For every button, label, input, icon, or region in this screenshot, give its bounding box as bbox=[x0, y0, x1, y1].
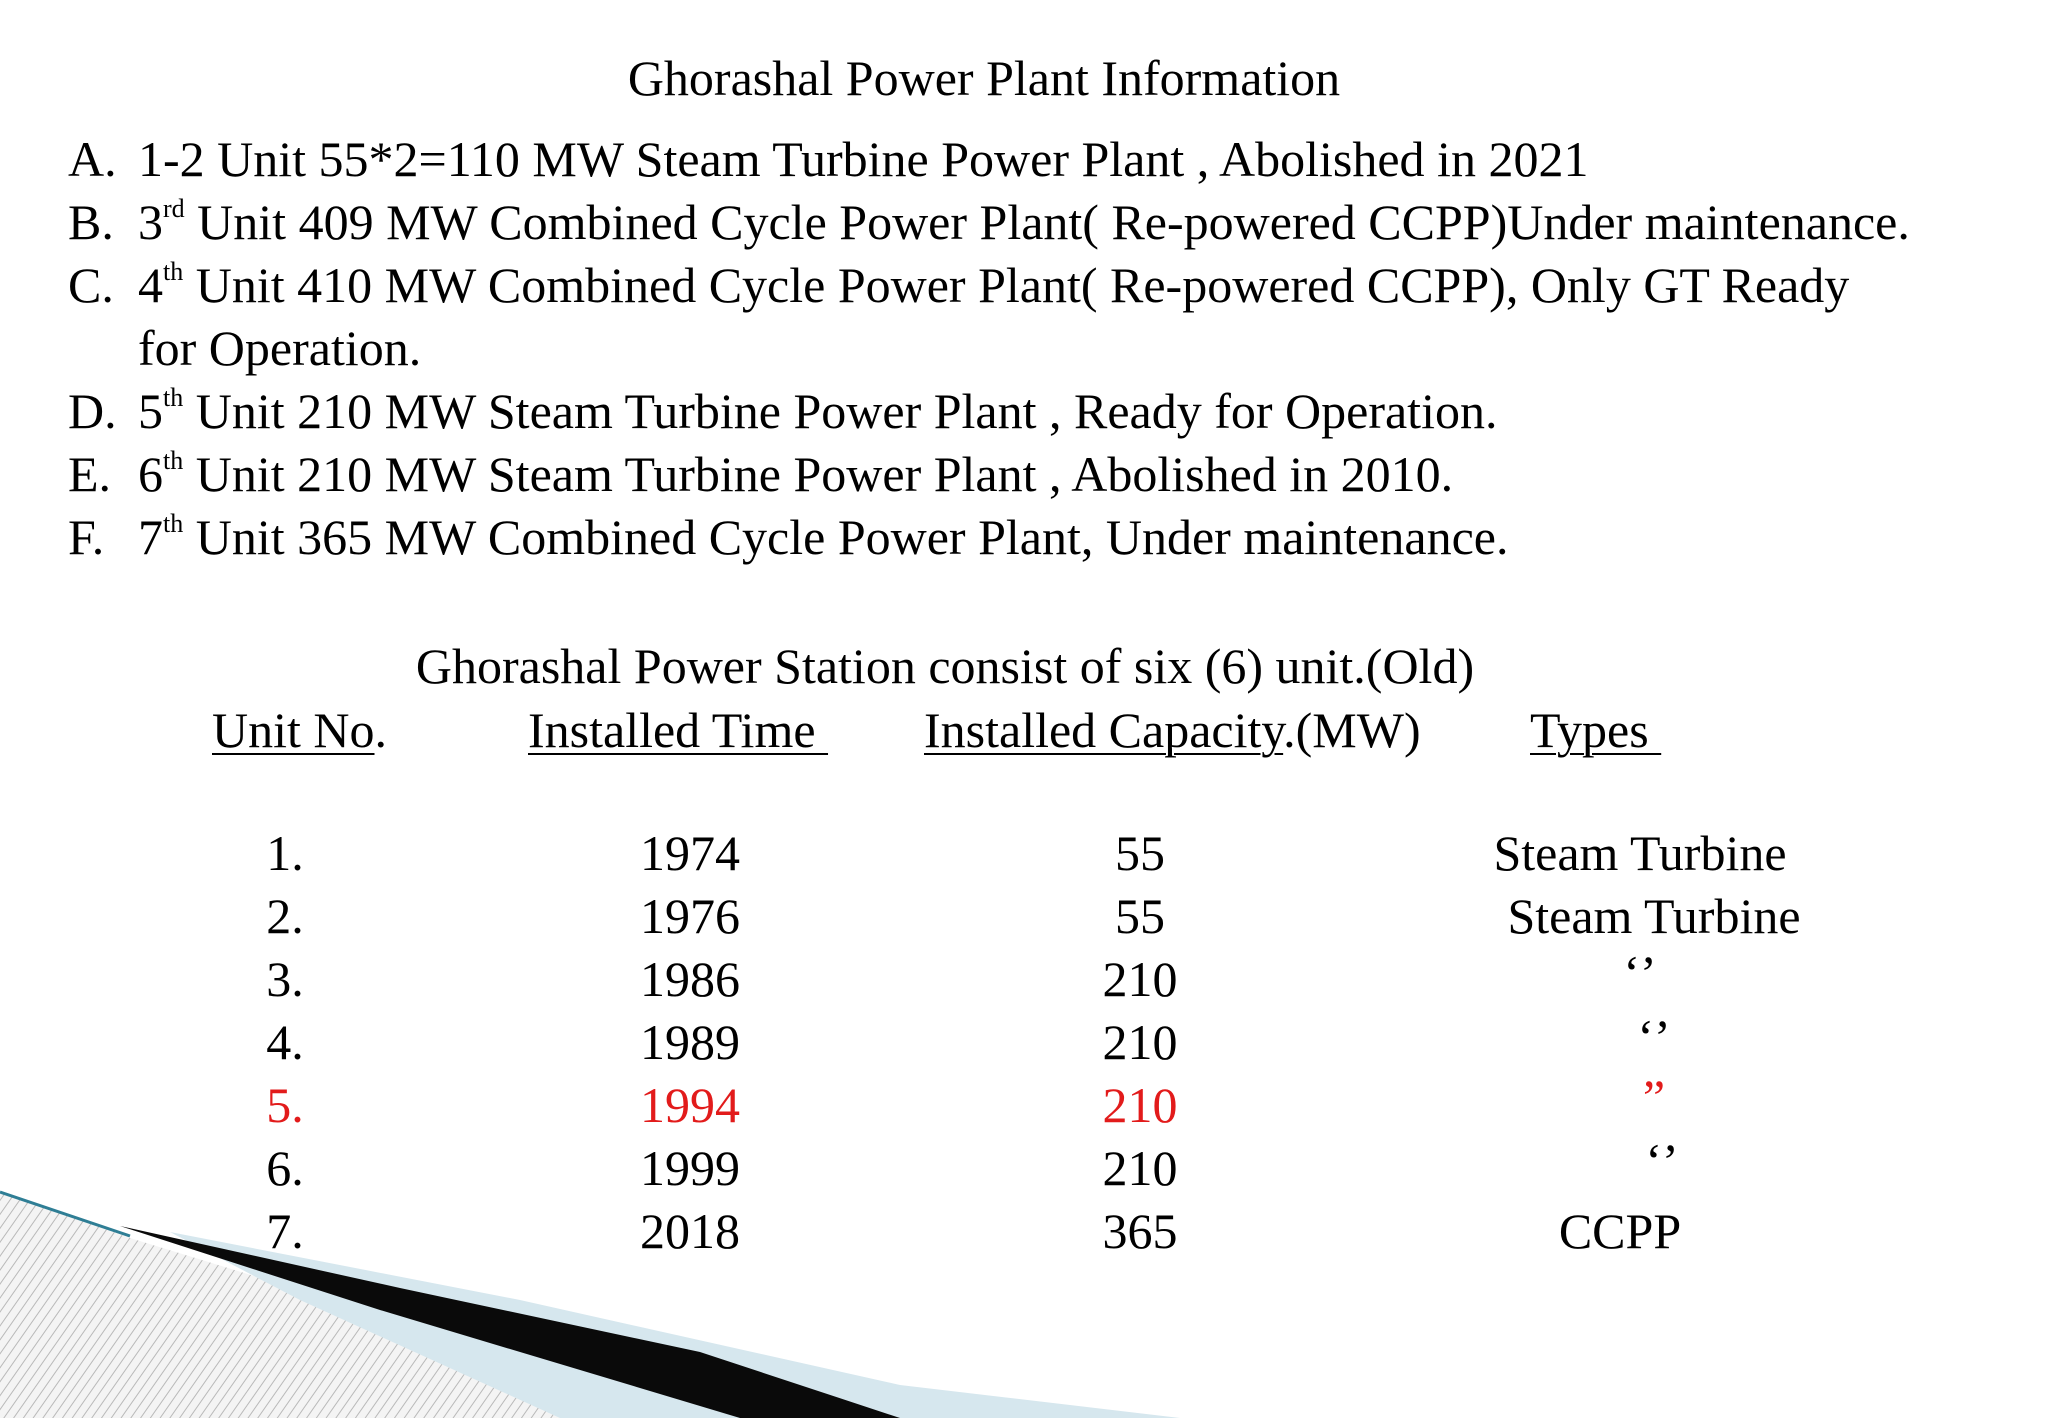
cell-type: ‘’ bbox=[1645, 1133, 1679, 1189]
header-installed-capacity-label: Installed Capacity bbox=[924, 702, 1284, 758]
ordinal-suffix: rd bbox=[163, 194, 185, 224]
list-item-text: Unit 410 MW Combined Cycle Power Plant( … bbox=[138, 257, 1850, 376]
cell-capacity: 55 bbox=[1115, 888, 1165, 944]
list-item-number: 7 bbox=[138, 509, 163, 565]
cell-unit: 4. bbox=[266, 1014, 304, 1070]
header-installed-capacity-suffix: .(MW) bbox=[1283, 702, 1421, 758]
cell-year: 1986 bbox=[640, 951, 740, 1007]
cell-unit: 2. bbox=[266, 888, 304, 944]
cell-capacity: 210 bbox=[1102, 1014, 1178, 1070]
cell-capacity: 365 bbox=[1102, 1203, 1178, 1259]
ordinal-suffix: th bbox=[163, 446, 184, 476]
list-marker: A. bbox=[68, 131, 117, 187]
cell-type: ‘’ bbox=[1623, 945, 1657, 1001]
list-item-number: 6 bbox=[138, 446, 163, 502]
ordinal-suffix: th bbox=[163, 383, 184, 413]
cell-type: ‘’ bbox=[1637, 1009, 1671, 1065]
cell-year: 1994 bbox=[640, 1077, 740, 1133]
cell-capacity: 210 bbox=[1102, 951, 1178, 1007]
list-item-number: 4 bbox=[138, 257, 163, 313]
header-installed-time: Installed Time bbox=[528, 700, 828, 760]
list-item-text: 1-2 Unit 55*2=110 MW Steam Turbine Power… bbox=[138, 131, 1589, 187]
list-marker: E. bbox=[68, 446, 112, 502]
list-item-text: Unit 210 MW Steam Turbine Power Plant , … bbox=[183, 446, 1454, 502]
list-item-b: B. 3rd Unit 409 MW Combined Cycle Power P… bbox=[68, 191, 1918, 254]
header-types: Types bbox=[1530, 700, 1661, 760]
table-caption: Ghorashal Power Station consist of six (… bbox=[415, 638, 1475, 694]
cell-capacity: 55 bbox=[1115, 825, 1165, 881]
list-item-number: 3 bbox=[138, 194, 163, 250]
list-item-number: 5 bbox=[138, 383, 163, 439]
cell-type: Steam Turbine bbox=[1507, 888, 1801, 944]
list-item-text: Unit 210 MW Steam Turbine Power Plant , … bbox=[183, 383, 1498, 439]
teal-edge-line bbox=[0, 1190, 131, 1238]
ordinal-suffix: th bbox=[163, 509, 184, 539]
header-types-label: Types bbox=[1530, 702, 1662, 758]
cell-type: ” bbox=[1642, 1069, 1666, 1125]
cell-type: Steam Turbine bbox=[1493, 825, 1787, 881]
cell-year: 2018 bbox=[640, 1203, 740, 1259]
list-item-e: E. 6th Unit 210 MW Steam Turbine Power Pl… bbox=[68, 443, 1918, 506]
header-unit-no: Unit No. bbox=[212, 700, 387, 760]
slide-title: Ghorashal Power Plant Information bbox=[627, 50, 1341, 106]
cell-capacity: 210 bbox=[1102, 1077, 1178, 1133]
cell-unit: 3. bbox=[266, 951, 304, 1007]
header-unit-no-suffix: . bbox=[374, 702, 388, 758]
cell-year: 1976 bbox=[640, 888, 740, 944]
header-installed-time-label: Installed Time bbox=[528, 702, 829, 758]
list-item-f: F. 7th Unit 365 MW Combined Cycle Power P… bbox=[68, 506, 1918, 569]
list-marker: C. bbox=[68, 257, 114, 313]
cell-unit: 7. bbox=[266, 1203, 304, 1259]
ordinal-suffix: th bbox=[163, 257, 184, 287]
list-marker: D. bbox=[68, 383, 117, 439]
cell-type: CCPP bbox=[1558, 1203, 1682, 1259]
cell-unit: 5. bbox=[266, 1077, 304, 1133]
list-item-text: Unit 365 MW Combined Cycle Power Plant, … bbox=[183, 509, 1509, 565]
cell-capacity: 210 bbox=[1102, 1140, 1178, 1196]
list-item-a: A. 1-2 Unit 55*2=110 MW Steam Turbine Pow… bbox=[68, 128, 1918, 191]
list-marker: B. bbox=[68, 194, 114, 250]
cell-unit: 1. bbox=[266, 825, 304, 881]
dark-wedge bbox=[120, 1226, 900, 1418]
header-unit-no-label: Unit No bbox=[212, 702, 375, 758]
list-marker: F. bbox=[68, 509, 105, 565]
unit-status-list: A. 1-2 Unit 55*2=110 MW Steam Turbine Pow… bbox=[68, 128, 1918, 569]
list-item-c: C. 4th Unit 410 MW Combined Cycle Power P… bbox=[68, 254, 1918, 380]
list-item-d: D. 5th Unit 210 MW Steam Turbine Power Pl… bbox=[68, 380, 1918, 443]
cell-unit: 6. bbox=[266, 1140, 304, 1196]
cell-year: 1974 bbox=[640, 825, 740, 881]
header-installed-capacity: Installed Capacity.(MW) bbox=[924, 700, 1421, 760]
cell-year: 1999 bbox=[640, 1140, 740, 1196]
cell-year: 1989 bbox=[640, 1014, 740, 1070]
list-item-text: Unit 409 MW Combined Cycle Power Plant( … bbox=[184, 194, 1910, 250]
